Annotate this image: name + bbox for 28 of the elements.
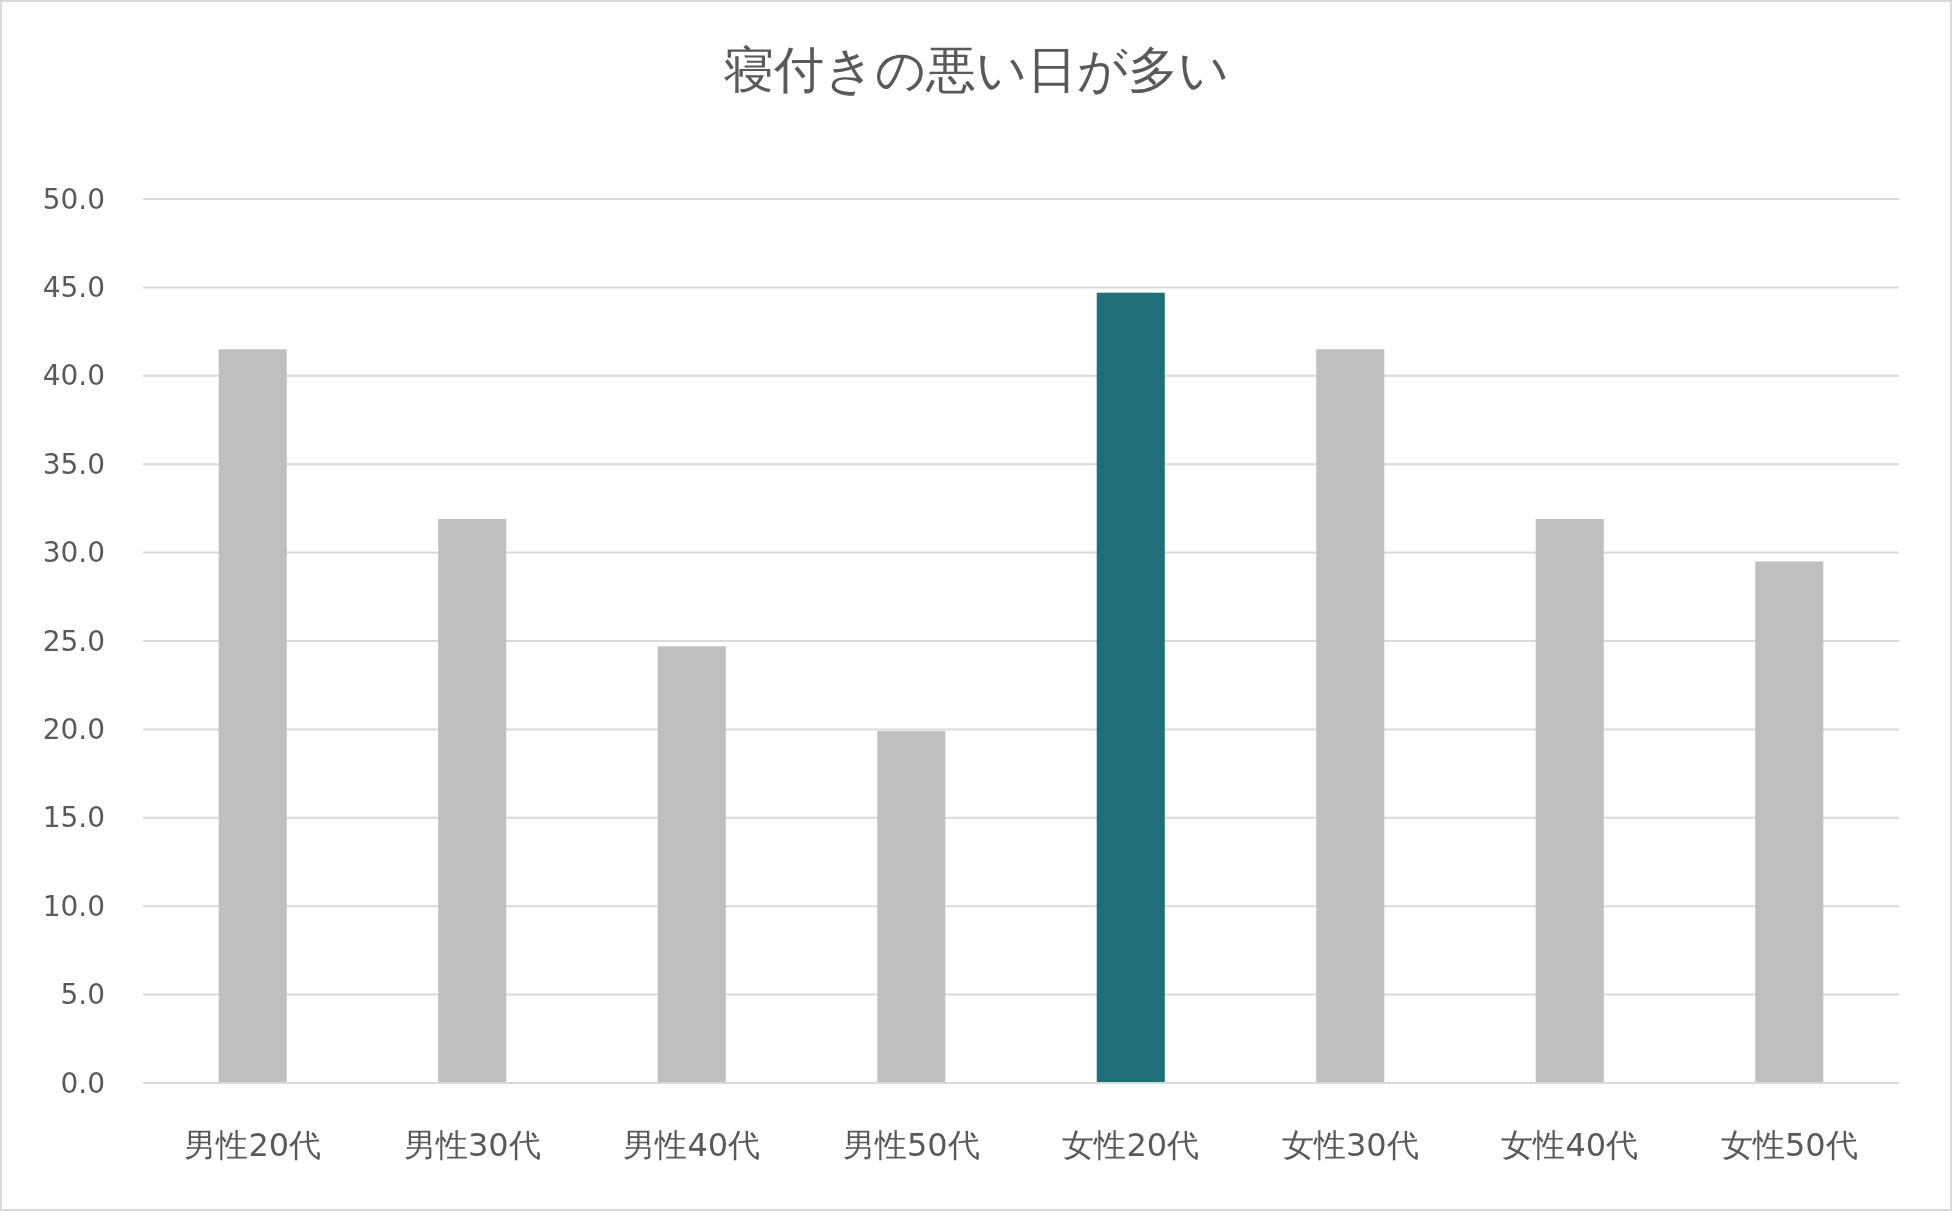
y-tick-label: 10.0 xyxy=(42,889,105,923)
y-tick-label: 5.0 xyxy=(60,978,105,1012)
y-tick-label: 45.0 xyxy=(42,270,105,304)
x-tick-label: 女性50代 xyxy=(1720,1126,1858,1164)
y-tick-label: 25.0 xyxy=(42,624,105,658)
y-tick-label: 40.0 xyxy=(42,359,105,393)
bar xyxy=(1535,519,1604,1083)
y-tick-label: 35.0 xyxy=(42,447,105,481)
chart-title: 寝付きの悪い日が多い xyxy=(723,41,1229,99)
y-tick-label: 0.0 xyxy=(60,1066,105,1100)
x-tick-label: 男性50代 xyxy=(842,1126,980,1164)
bar xyxy=(1096,292,1165,1083)
y-tick-label: 50.0 xyxy=(42,182,105,216)
x-tick-label: 男性30代 xyxy=(403,1126,541,1164)
bar xyxy=(657,646,726,1083)
x-tick-label: 男性20代 xyxy=(184,1126,322,1164)
bar xyxy=(877,731,946,1083)
x-tick-label: 女性40代 xyxy=(1501,1126,1639,1164)
x-tick-label: 男性40代 xyxy=(623,1126,761,1164)
bar xyxy=(1755,561,1824,1083)
bar xyxy=(438,519,507,1083)
bar xyxy=(1316,349,1385,1083)
x-tick-label: 女性30代 xyxy=(1281,1126,1419,1164)
x-tick-label: 女性20代 xyxy=(1062,1126,1200,1164)
bar xyxy=(218,349,287,1083)
y-tick-label: 15.0 xyxy=(42,801,105,835)
y-tick-label: 30.0 xyxy=(42,536,105,570)
y-tick-label: 20.0 xyxy=(42,712,105,746)
